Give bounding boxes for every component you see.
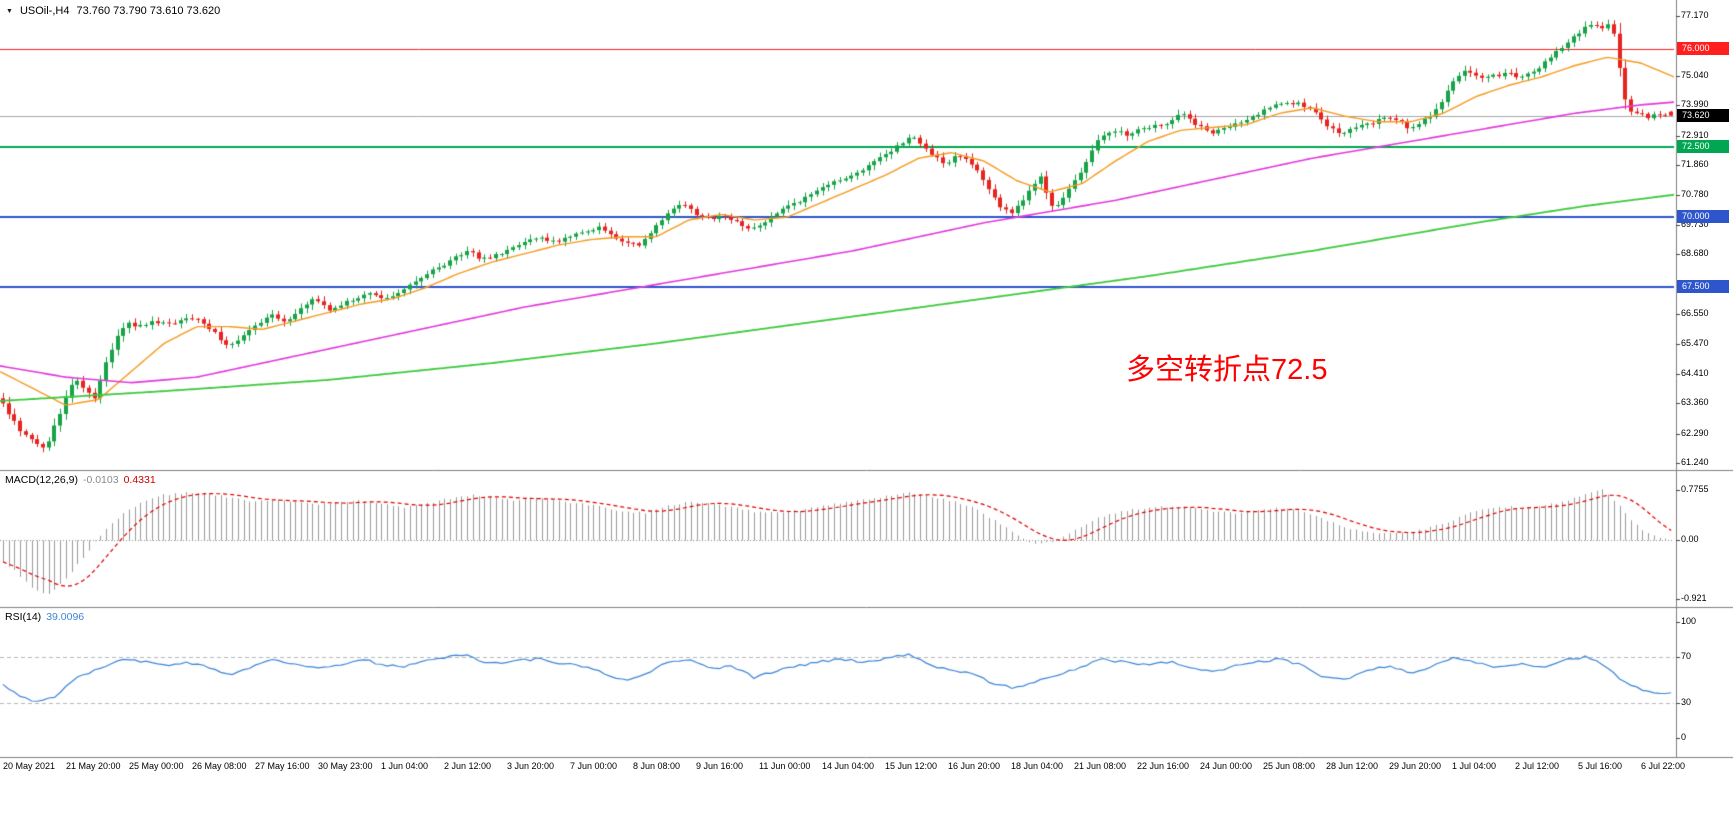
rsi-indicator-label: RSI(14) 39.0096 (5, 611, 89, 623)
symbol-period-label: USOil-,H4 (19, 5, 70, 17)
macd-name: MACD(12,26,9) (5, 474, 78, 486)
time-axis[interactable] (0, 758, 1733, 776)
price-axis[interactable] (1677, 0, 1733, 757)
macd-indicator-label: MACD(12,26,9) -0.0103 0.4331 (5, 474, 161, 486)
ohlc-readout: 73.760 73.790 73.610 73.620 (76, 5, 221, 17)
rsi-name: RSI(14) (5, 611, 42, 623)
chart-annotation-text[interactable]: 多空转折点72.5 (1126, 354, 1328, 386)
chart-title-bar: ▼ USOil-,H4 73.760 73.790 73.610 73.620 (6, 5, 220, 17)
rsi-value: 39.0096 (46, 611, 85, 623)
chart-dropdown-icon: ▼ (6, 7, 13, 15)
macd-signal-value: 0.4331 (123, 474, 156, 486)
macd-main-value: -0.0103 (82, 474, 119, 486)
